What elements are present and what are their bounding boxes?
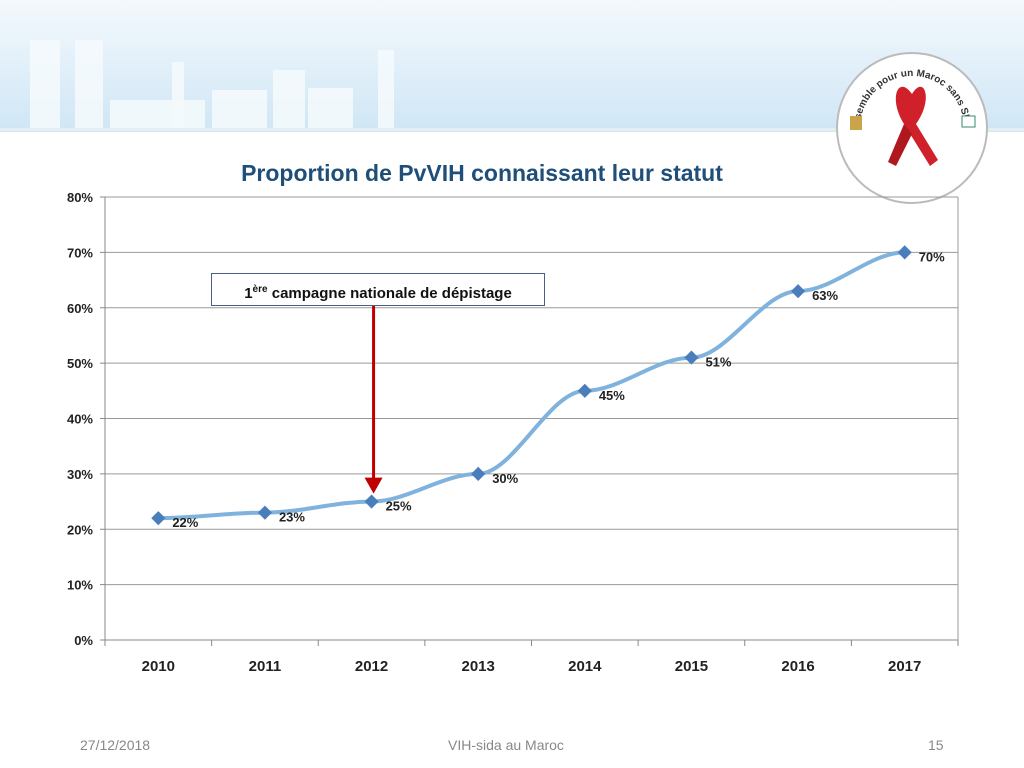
annotation-superscript: ère: [252, 284, 268, 295]
data-point-marker: [577, 383, 592, 398]
skyline-palace: [212, 90, 267, 128]
y-tick-label: 10%: [67, 578, 93, 593]
x-tick-label: 2013: [462, 658, 495, 675]
data-point-marker: [257, 505, 273, 520]
arrow-head-icon: [364, 477, 383, 494]
data-point-marker: [471, 466, 486, 481]
skyline-kasbah: [273, 70, 305, 128]
skyline-tower: [30, 40, 60, 128]
data-label: 25%: [386, 499, 412, 514]
skyline-building: [308, 88, 353, 128]
y-tick-label: 80%: [67, 190, 93, 205]
data-point-marker: [364, 494, 379, 509]
annotation-box: 1ère campagne nationale de dépistage: [211, 273, 545, 306]
y-tick-label: 60%: [67, 301, 93, 316]
chart-title: Proportion de PvVIH connaissant leur sta…: [241, 160, 723, 186]
skyline-tower: [75, 40, 103, 128]
banner-divider: [0, 128, 1024, 131]
annotation-text: campagne nationale de dépistage: [267, 285, 512, 302]
data-label: 63%: [812, 288, 838, 303]
x-tick-label: 2010: [142, 658, 175, 675]
y-tick-label: 40%: [67, 412, 93, 427]
y-tick-label: 30%: [67, 467, 93, 482]
x-tick-label: 2011: [249, 658, 282, 675]
x-tick-label: 2016: [781, 658, 814, 675]
y-tick-label: 50%: [67, 356, 93, 371]
coat-of-arms-icon: [850, 116, 862, 130]
data-label: 45%: [599, 388, 625, 403]
ensemble-maroc-sans-sida-logo: Ensemble pour un Maroc sans SIDA: [834, 46, 988, 204]
skyline-minaret: [378, 50, 394, 128]
slide-date: 27/12/2018: [80, 737, 151, 753]
series-line: [158, 250, 905, 521]
y-tick-label: 0%: [74, 633, 93, 648]
slide-number: 15: [928, 737, 944, 753]
data-point-marker: [897, 245, 912, 260]
y-tick-label: 20%: [67, 522, 93, 537]
red-ribbon-icon: [895, 86, 938, 166]
data-label: 30%: [492, 471, 518, 486]
data-label: 23%: [279, 510, 305, 525]
data-label: 22%: [172, 515, 198, 530]
annotation-prefix: 1: [244, 285, 253, 302]
y-tick-label: 70%: [67, 245, 93, 260]
x-tick-label: 2014: [568, 658, 602, 675]
x-tick-label: 2012: [355, 658, 388, 675]
data-label: 70%: [919, 249, 945, 264]
x-tick-label: 2015: [675, 658, 708, 675]
red-ribbon-icon: [888, 124, 912, 166]
data-label: 51%: [705, 355, 731, 370]
skyline-mosque: [110, 100, 205, 128]
header-banner: [0, 0, 1024, 132]
data-point-marker: [151, 511, 166, 526]
data-point-marker: [684, 350, 699, 365]
x-tick-label: 2017: [888, 658, 921, 675]
slide-footer: VIH-sida au Maroc: [448, 737, 564, 753]
ministry-emblem-icon: [961, 115, 976, 128]
skyline-minaret: [172, 62, 184, 128]
data-point-marker: [790, 284, 806, 299]
